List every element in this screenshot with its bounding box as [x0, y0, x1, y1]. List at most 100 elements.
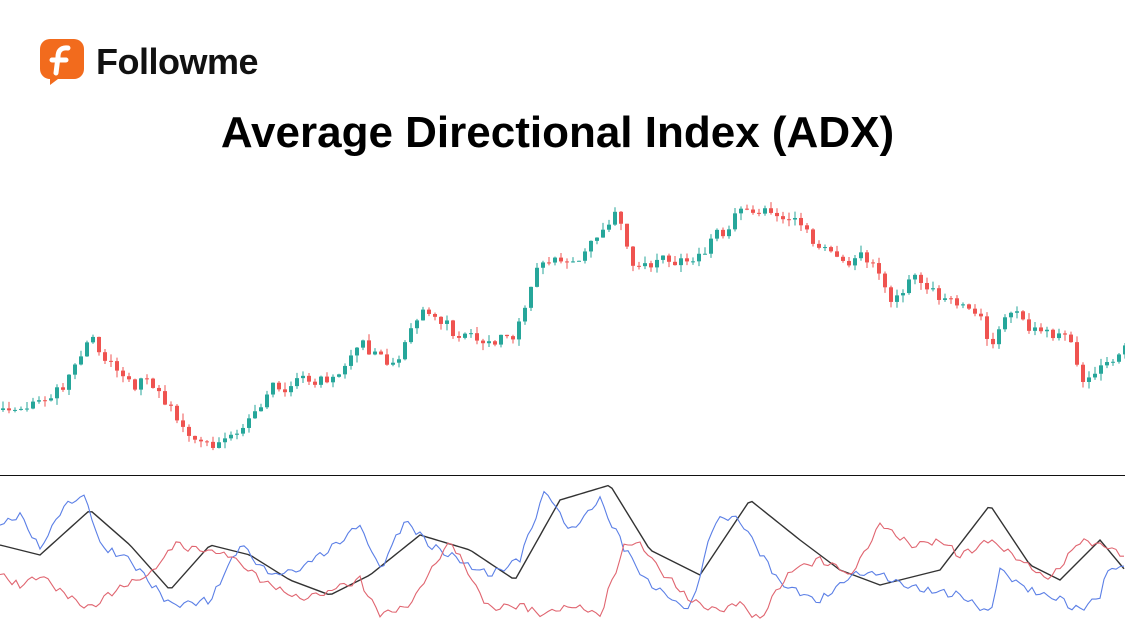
- candle-body: [307, 375, 311, 382]
- candle-body: [703, 253, 707, 255]
- candle-body: [313, 381, 317, 385]
- candle-body: [55, 387, 59, 399]
- candle-body: [967, 304, 971, 309]
- candle-body: [1075, 342, 1079, 365]
- candle-body: [211, 441, 215, 448]
- candle-body: [853, 258, 857, 266]
- candle-body: [31, 401, 35, 409]
- candle-body: [517, 321, 521, 340]
- candle-body: [103, 352, 107, 361]
- price-candles: [1, 202, 1125, 451]
- candle-body: [325, 376, 329, 383]
- candle-body: [811, 229, 815, 244]
- candle-body: [493, 341, 497, 345]
- candle-body: [625, 223, 629, 247]
- candle-body: [553, 257, 557, 263]
- candle-body: [739, 208, 743, 214]
- minus-di-line: [0, 522, 1124, 619]
- candle-body: [463, 333, 467, 338]
- candle-body: [187, 426, 191, 436]
- candle-body: [343, 365, 347, 375]
- candle-body: [595, 237, 599, 241]
- candle-body: [295, 378, 299, 387]
- candle-body: [661, 255, 665, 260]
- candle-body: [421, 309, 425, 321]
- candle-body: [871, 262, 875, 264]
- candle-body: [949, 298, 953, 300]
- candle-body: [1033, 327, 1037, 331]
- candle-body: [805, 225, 809, 230]
- candle-body: [925, 282, 929, 290]
- candle-body: [73, 364, 77, 375]
- candle-body: [913, 274, 917, 280]
- candle-body: [883, 273, 887, 288]
- candle-body: [151, 378, 155, 388]
- candle-body: [865, 252, 869, 263]
- candle-body: [607, 224, 611, 230]
- candle-body: [457, 336, 461, 338]
- candle-body: [961, 304, 965, 306]
- candle-body: [451, 320, 455, 337]
- candle-body: [1087, 377, 1091, 382]
- candle-body: [301, 375, 305, 379]
- candle-body: [121, 370, 125, 377]
- candle-body: [331, 376, 335, 383]
- candle-body: [175, 405, 179, 421]
- candle-body: [685, 258, 689, 262]
- candle-body: [991, 338, 995, 345]
- candle-body: [37, 400, 41, 402]
- candle-body: [829, 247, 833, 252]
- candle-body: [889, 287, 893, 302]
- candle-body: [439, 316, 443, 324]
- candle-body: [97, 336, 101, 353]
- candle-body: [1099, 365, 1103, 374]
- candle-body: [1027, 319, 1031, 331]
- candle-body: [61, 387, 65, 390]
- candle-body: [487, 341, 491, 344]
- candle-body: [955, 298, 959, 306]
- candle-body: [265, 394, 269, 408]
- plus-di-line: [0, 490, 1125, 612]
- candle-body: [745, 208, 749, 210]
- candle-body: [823, 247, 827, 249]
- candle-body: [817, 243, 821, 248]
- candle-body: [583, 251, 587, 261]
- candle-body: [49, 398, 53, 401]
- brand-logo: Followme: [40, 39, 259, 85]
- candle-body: [535, 267, 539, 287]
- candle-body: [115, 361, 119, 371]
- candle-body: [337, 374, 341, 377]
- candle-body: [937, 288, 941, 300]
- candle-body: [253, 411, 257, 419]
- adx-line: [0, 484, 1125, 596]
- candle-body: [241, 427, 245, 434]
- candle-body: [847, 260, 851, 266]
- candle-body: [529, 286, 533, 308]
- candle-body: [259, 407, 263, 412]
- candle-body: [181, 420, 185, 427]
- candle-body: [691, 261, 695, 263]
- candle-body: [1021, 311, 1025, 320]
- candle-body: [481, 340, 485, 344]
- candle-body: [19, 408, 23, 410]
- candle-body: [145, 378, 149, 380]
- candle-body: [349, 355, 353, 366]
- candle-body: [679, 258, 683, 266]
- candle-body: [763, 208, 767, 214]
- candle-body: [235, 433, 239, 435]
- candle-body: [373, 351, 377, 355]
- candle-body: [271, 382, 275, 395]
- followme-logo-icon: [40, 39, 84, 85]
- candle-body: [589, 240, 593, 252]
- candle-body: [1045, 329, 1049, 332]
- candle-body: [133, 379, 137, 390]
- candle-body: [565, 261, 569, 263]
- candle-body: [697, 253, 701, 262]
- candle-body: [1081, 364, 1085, 382]
- candle-body: [631, 246, 635, 266]
- candle-body: [559, 257, 563, 262]
- candle-body: [577, 260, 581, 262]
- brand-name: Followme: [96, 41, 259, 82]
- candle-body: [433, 313, 437, 317]
- candle-body: [919, 274, 923, 283]
